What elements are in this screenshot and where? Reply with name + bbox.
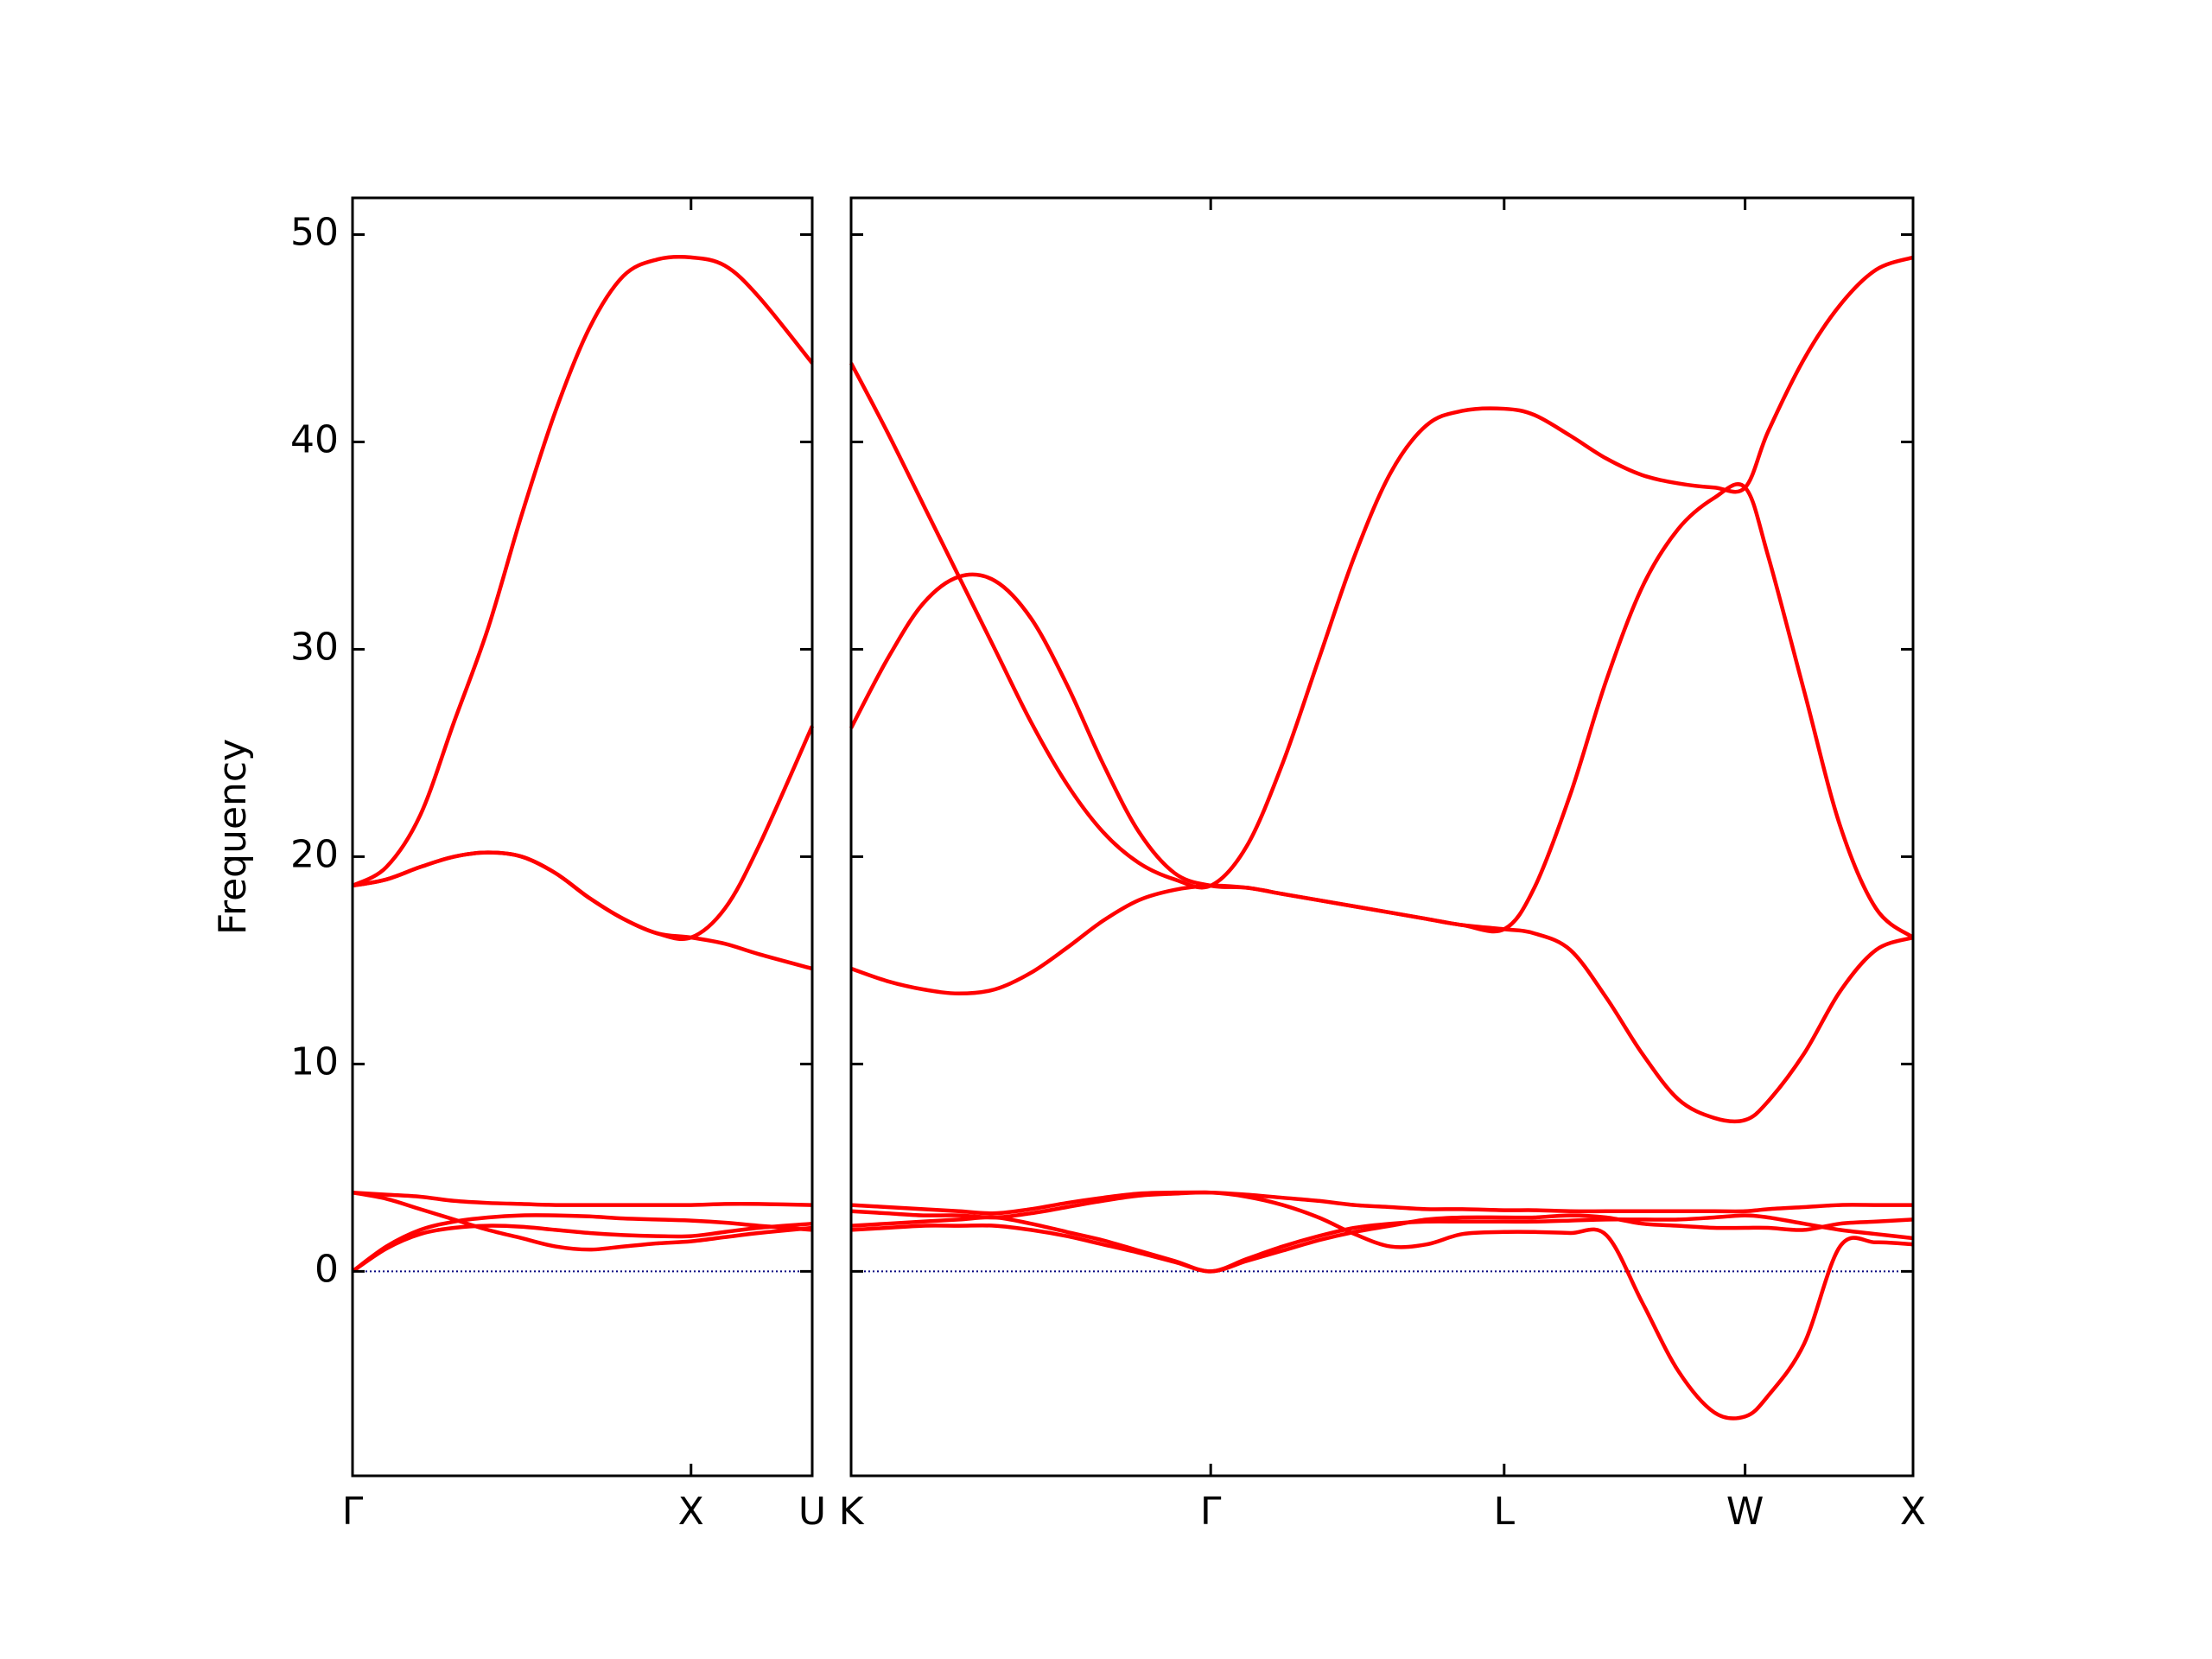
band-line xyxy=(850,1213,1914,1274)
x-tick-label: Γ xyxy=(1200,1490,1222,1534)
x-tick-label: L xyxy=(1494,1490,1516,1534)
y-axis-label: Frequency xyxy=(211,739,255,935)
band-line xyxy=(351,254,814,888)
y-tick-label: 0 xyxy=(315,1247,339,1291)
x-tick-label: K xyxy=(839,1490,865,1534)
x-tick-label: X xyxy=(678,1490,704,1534)
plot-frame xyxy=(849,196,1915,1478)
band-line xyxy=(850,1213,1914,1274)
y-tick-label: 30 xyxy=(290,625,339,669)
band-line xyxy=(352,725,815,942)
band-line xyxy=(352,850,813,971)
x-tick-label: W xyxy=(1726,1490,1764,1534)
band-line xyxy=(352,1190,813,1207)
band-line xyxy=(849,255,1914,890)
band-line xyxy=(850,883,1914,1124)
y-tick-label: 20 xyxy=(290,832,339,876)
band-line xyxy=(352,1190,813,1252)
x-tick-label: U xyxy=(798,1490,826,1534)
band-line xyxy=(850,1190,1914,1421)
band-line xyxy=(850,1190,1914,1216)
band-line xyxy=(351,1221,813,1274)
band-line xyxy=(849,482,1915,939)
x-tick-label: X xyxy=(1900,1490,1926,1534)
band-line xyxy=(351,1213,813,1274)
y-tick-label: 10 xyxy=(290,1039,339,1084)
y-tick-label: 40 xyxy=(290,417,339,461)
x-tick-label: Γ xyxy=(342,1490,364,1534)
y-tick-label: 50 xyxy=(290,210,339,254)
plot-frame xyxy=(351,196,814,1478)
